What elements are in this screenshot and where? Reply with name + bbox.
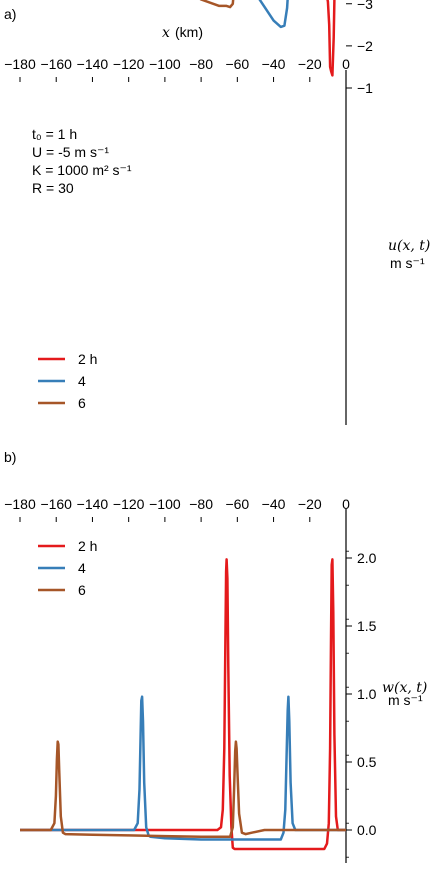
y-tick-label: 0.5	[357, 754, 377, 770]
y-axis: 2.0 1.5 1.0 0.5 0.0	[345, 509, 377, 863]
param-u: U = -5 m s⁻¹	[32, 144, 109, 160]
x-tick-label: −180	[4, 496, 36, 512]
x-axis-label-variable: x	[162, 25, 170, 41]
legend-label-6h: 6	[78, 395, 86, 411]
legend-label-6h: 6	[78, 582, 86, 598]
x-tick-label: −60	[225, 56, 249, 72]
legend: 2 h 4 6	[38, 538, 97, 598]
legend-label-2h: 2 h	[78, 351, 97, 367]
series-line-2h	[326, 0, 336, 77]
x-tick-label: −180	[4, 56, 36, 72]
x-tick-label: −160	[40, 56, 72, 72]
y-axis-label-unit: m s⁻¹	[390, 255, 425, 271]
legend-label-4h: 4	[78, 373, 86, 389]
y-tick-label: −1	[357, 80, 373, 96]
panel-b: b) −180 −160 −140 −120 −100 −80 −60 −40 −20 0 2.0…	[4, 449, 427, 863]
x-tick-label: 0	[342, 496, 350, 512]
legend-label-4h: 4	[78, 560, 86, 576]
x-tick-label: −120	[113, 496, 145, 512]
x-tick-label: −140	[77, 56, 109, 72]
legend: 2 h 4 6	[38, 351, 97, 411]
x-tick-label: −40	[262, 496, 286, 512]
panel-a: a) x (km) −180 −160 −140 −120 −100 −80 −60 −40−…	[4, 0, 430, 425]
series-line-4	[20, 695, 346, 841]
series-line-6	[199, 0, 235, 9]
panel-a-label: a)	[4, 6, 16, 22]
x-tick-label: −100	[149, 56, 181, 72]
x-tick-label: −120	[113, 56, 145, 72]
y-tick-label: −3	[357, 0, 373, 12]
legend-label-2h: 2 h	[78, 538, 97, 554]
series-group	[199, 0, 336, 77]
x-tick-label: −80	[189, 56, 213, 72]
series-group	[20, 558, 346, 851]
x-axis-ticks: −180 −160 −140 −120 −100 −80 −60 −40 −20 0	[4, 496, 350, 522]
y-tick-label: 2.0	[357, 550, 377, 566]
x-tick-label: −140	[77, 496, 109, 512]
x-tick-label: −80	[189, 496, 213, 512]
y-axis-label-variable: w(x, t)	[382, 680, 427, 696]
x-tick-label: −160	[40, 496, 72, 512]
y-tick-label: −2	[357, 38, 373, 54]
x-tick-label: −100	[149, 496, 181, 512]
x-tick-label: −40	[262, 56, 286, 72]
y-axis-label-unit: m s⁻¹	[388, 692, 423, 708]
x-tick-label: −60	[225, 496, 249, 512]
param-t0: t₀ = 1 h	[32, 126, 77, 142]
parameter-annotations: t₀ = 1 h U = -5 m s⁻¹ K = 1000 m² s⁻¹ R …	[32, 126, 132, 196]
x-axis-ticks: −180 −160 −140 −120 −100 −80 −60 −40 −20 0	[4, 56, 350, 82]
param-r: R = 30	[32, 180, 74, 196]
series-line-4	[258, 0, 289, 29]
x-tick-label: −20	[298, 496, 322, 512]
y-tick-label: 1.5	[357, 618, 377, 634]
y-tick-label: 1.0	[357, 686, 377, 702]
y-tick-label: 0.0	[357, 822, 377, 838]
y-axis: −1−2−3−4−5−6−7−8−9	[345, 0, 373, 425]
series-line-2h	[20, 558, 346, 851]
series-line-6	[20, 740, 346, 839]
panel-b-label: b)	[4, 449, 16, 465]
x-tick-label: −20	[298, 56, 322, 72]
x-tick-label: 0	[342, 56, 350, 72]
y-axis-label-variable: u(x, t)	[388, 238, 430, 254]
x-axis-label-unit: (km)	[175, 24, 203, 40]
param-k: K = 1000 m² s⁻¹	[32, 162, 132, 178]
